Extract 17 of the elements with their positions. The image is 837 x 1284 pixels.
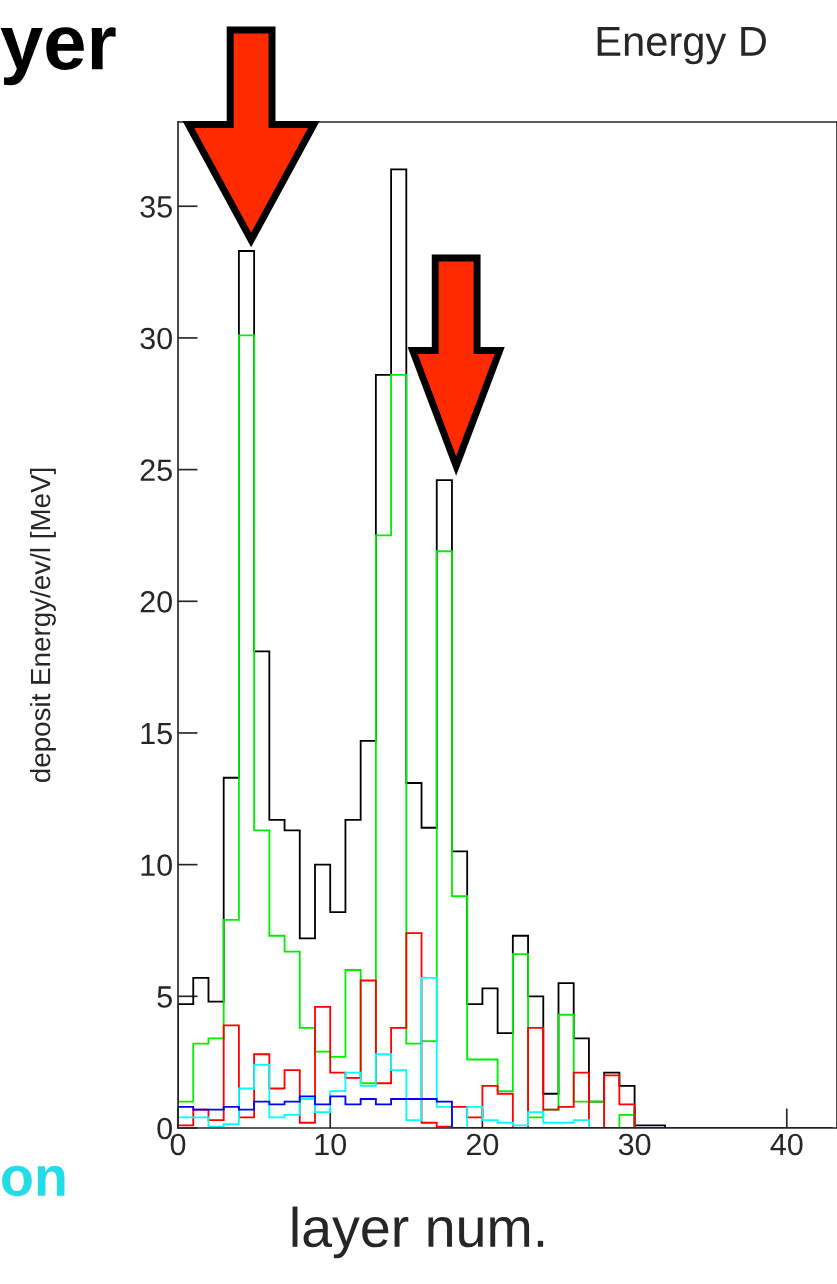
y-tick-label: 15	[141, 723, 172, 745]
text: on	[2, 1165, 65, 1197]
y-tick-label: 20	[140, 591, 172, 613]
y-tick-label: 0	[157, 1117, 172, 1140]
chart-title: Energy D	[597, 27, 766, 65]
x-tick-label: 10	[315, 1133, 347, 1156]
x-tick-label: 20	[466, 1133, 499, 1156]
y-tick-label: 35	[140, 195, 172, 218]
x-tick-label: 30	[618, 1133, 651, 1156]
y-tick-label: 25	[140, 459, 172, 481]
y-axis-title: deposit Energy/ev/l [MeV]	[29, 468, 56, 783]
x-tick-label: 40	[770, 1133, 803, 1156]
y-tick-label: 30	[140, 327, 172, 350]
text: yer	[0, 27, 116, 86]
y-tick-label: 5	[157, 986, 172, 1008]
y-tick-label: 10	[141, 854, 172, 877]
x-axis-title: layer num.	[292, 1206, 544, 1259]
